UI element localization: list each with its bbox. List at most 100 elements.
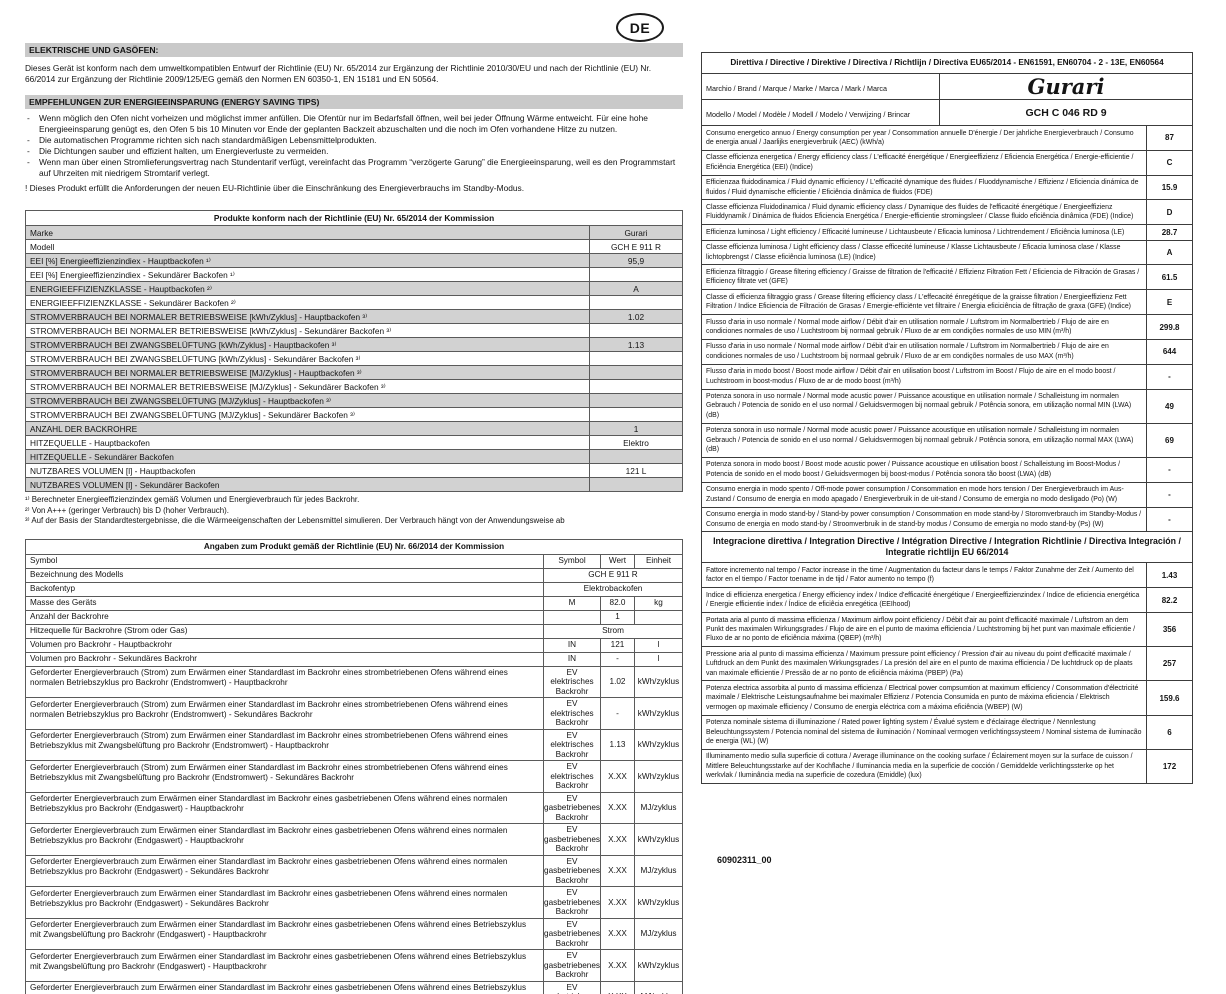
- table2-row-wert: X.XX: [600, 918, 634, 949]
- table2-row: Backofentyp Elektrobackofen: [26, 582, 682, 597]
- spec-row-value: 172: [1146, 749, 1192, 784]
- table1-row-label: ANZAHL DER BACKROHRE: [30, 423, 138, 434]
- spec-row: Portata aria al punto di massima efficie…: [702, 613, 1192, 648]
- spec-row-value: -: [1146, 364, 1192, 389]
- left-column: ELEKTRISCHE UND GASÖFEN: Dieses Gerät is…: [25, 43, 683, 994]
- table1-row: HITZEQUELLE - Sekundärer Backofen: [26, 450, 682, 464]
- table1-title: Produkte konform nach der Richtlinie (EU…: [26, 211, 682, 226]
- conformity-paragraph: Dieses Gerät ist konform nach dem umwelt…: [25, 63, 652, 84]
- table1-row-value: A: [589, 282, 682, 295]
- spec-row: Potenza sonora in uso normale / Normal m…: [702, 389, 1192, 424]
- table2-row: Geforderter Energieverbrauch (Strom) zum…: [26, 729, 682, 761]
- table1-row: NUTZBARES VOLUMEN [l] - Sekundärer Backo…: [26, 478, 682, 492]
- table2-row-merged-value: Strom: [543, 624, 682, 638]
- table2-row: Volumen pro Backrohr - Sekundäres Backro…: [26, 652, 682, 667]
- table2-row-label: Bezeichnung des Modells: [30, 570, 124, 579]
- table1-row: STROMVERBRAUCH BEI ZWANGSBELÜFTUNG [kWh/…: [26, 338, 682, 352]
- table1-row-label: EEI [%] Energieeffizienzindiex - Sekundä…: [30, 269, 235, 280]
- table2-row-wert: X.XX: [600, 792, 634, 823]
- table2-row-wert: 82.0: [600, 596, 634, 610]
- table2-row-wert: -: [600, 652, 634, 666]
- spec-row: Consumo energetico annuo / Energy consum…: [702, 126, 1192, 151]
- tip-item: Die automatischen Programme richten sich…: [25, 135, 683, 146]
- table1-footnotes: ¹⁾ Berechneter Energieeffizienzindex gem…: [25, 495, 683, 527]
- table2-row-symbol: EV elektrisches Backrohr: [543, 729, 600, 760]
- table1-row-value: [589, 408, 682, 421]
- table2-row-wert: X.XX: [600, 855, 634, 886]
- spec-row-label: Potenza sonora in uso normale / Normal m…: [706, 393, 1132, 419]
- table1-row-label: NUTZBARES VOLUMEN [l] - Sekundärer Backo…: [30, 479, 220, 490]
- table2-row: Geforderter Energieverbrauch (Strom) zum…: [26, 666, 682, 698]
- table2-row-wert: X.XX: [600, 950, 634, 981]
- table2-row-einheit: kWh/zyklus: [634, 729, 682, 760]
- table2-header-symbol: Symbol: [543, 554, 600, 568]
- table1-row-value: [589, 352, 682, 365]
- spec-row: Fattore incremento nal tempo / Factor in…: [702, 563, 1192, 589]
- table2-row-symbol: M: [543, 596, 600, 610]
- spec-row-label: Potenza nominale sistema di illuminazion…: [706, 719, 1142, 745]
- table2-row-label: Geforderter Energieverbrauch zum Erwärme…: [30, 857, 508, 876]
- spec-row-value: 356: [1146, 613, 1192, 647]
- table1-row: HITZEQUELLE - Hauptbackofen Elektro: [26, 436, 682, 450]
- spec-row: Consumo energia in modo spento / Off-mod…: [702, 482, 1192, 508]
- spec-row-label: Classe efficienza energetica / Energy ef…: [706, 154, 1134, 171]
- model-value-cell: GCH C 046 RD 9: [939, 100, 1192, 125]
- table2-row: Masse des Geräts M 82.0 kg: [26, 596, 682, 611]
- table1-row-value: 1.13: [589, 338, 682, 351]
- table2-row-einheit: l: [634, 652, 682, 666]
- table-eu-65-2014: Produkte konform nach der Richtlinie (EU…: [25, 210, 683, 492]
- table2-row-label: Volumen pro Backrohr - Hauptbackrohr: [30, 640, 172, 649]
- tip-item: Die Dichtungen sauber und effizient halt…: [25, 146, 683, 157]
- spec-row: Classe di efficienza filtraggio grass / …: [702, 290, 1192, 316]
- table2-row-symbol: EV elektrisches Backrohr: [543, 698, 600, 729]
- table2-row-einheit: kWh/zyklus: [634, 824, 682, 855]
- table1-row: ANZAHL DER BACKROHRE 1: [26, 422, 682, 436]
- table1-row: NUTZBARES VOLUMEN [l] - Hauptbackofen 12…: [26, 464, 682, 478]
- spec-row: Flusso d'aria in uso normale / Normal mo…: [702, 315, 1192, 340]
- table2-row-einheit: kWh/zyklus: [634, 887, 682, 918]
- table2-row: Geforderter Energieverbrauch (Strom) zum…: [26, 761, 682, 793]
- spec-row-value: 49: [1146, 389, 1192, 423]
- spec-row-value: A: [1146, 240, 1192, 265]
- table2-row-label: Geforderter Energieverbrauch (Strom) zum…: [30, 699, 508, 719]
- table1-row-value: [589, 268, 682, 281]
- spec-row-value: 61.5: [1146, 265, 1192, 290]
- table2-row-wert: X.XX: [600, 981, 634, 994]
- spec-row-label: Efficienzaa fluidodinamica / Fluid dynam…: [706, 179, 1139, 196]
- spec-row-label: Consumo energia in modo stand-by / Stand…: [706, 511, 1142, 528]
- tip-item: Wenn man über einen Stromlieferungsvertr…: [25, 157, 683, 179]
- table1-row-value: 1: [589, 422, 682, 435]
- table2-row-symbol: EV elektrisches Backrohr: [543, 761, 600, 792]
- spec-row-value: 159.6: [1146, 681, 1192, 715]
- table2-row-einheit: l: [634, 638, 682, 652]
- spec-row-value: 644: [1146, 339, 1192, 364]
- table2-row-wert: 1.02: [600, 666, 634, 697]
- tip-item: Wenn möglich den Ofen nicht vorheizen un…: [25, 113, 683, 135]
- table2-row: Geforderter Energieverbrauch zum Erwärme…: [26, 950, 682, 982]
- spec-row: Potenza nominale sistema di illuminazion…: [702, 715, 1192, 750]
- table1-row-value: [589, 450, 682, 463]
- spec-row: Efficienza filtraggio / Grease filtering…: [702, 265, 1192, 291]
- table1-row: Modell GCH E 911 R: [26, 240, 682, 254]
- table1-row-value: 1.02: [589, 310, 682, 323]
- table2-row: Volumen pro Backrohr - Hauptbackrohr IN …: [26, 638, 682, 653]
- table2-header-einheit: Einheit: [634, 554, 682, 568]
- table2-row-einheit: kg: [634, 596, 682, 610]
- table2-row-label: Anzahl der Backrohre: [30, 612, 109, 621]
- standby-note: ! Dieses Produkt erfüllt die Anforderung…: [25, 183, 525, 193]
- brand-logo-text: Gurari: [1027, 74, 1105, 99]
- spec-row-label: Fattore incremento nal tempo / Factor in…: [706, 566, 1134, 584]
- spec-row-label: Flusso d'aria in uso normale / Normal mo…: [706, 318, 1109, 335]
- table1-row-value: [589, 296, 682, 309]
- table2-row-einheit: kWh/zyklus: [634, 698, 682, 729]
- spec-row-value: 28.7: [1146, 225, 1192, 240]
- spec-row-label: Illuminamento medio sulla superficie di …: [706, 753, 1133, 780]
- table2-row-label: Geforderter Energieverbrauch (Strom) zum…: [30, 731, 508, 750]
- table1-row-label: Modell: [30, 241, 55, 252]
- spec-row-value: E: [1146, 290, 1192, 315]
- table1-row-label: Marke: [30, 227, 54, 238]
- footnote: ³⁾ Auf der Basis der Standardtestergebni…: [25, 516, 565, 525]
- table2-row: Geforderter Energieverbrauch zum Erwärme…: [26, 981, 682, 994]
- table2-row: Geforderter Energieverbrauch (Strom) zum…: [26, 698, 682, 730]
- spec-row: Consumo energia in modo stand-by / Stand…: [702, 507, 1192, 533]
